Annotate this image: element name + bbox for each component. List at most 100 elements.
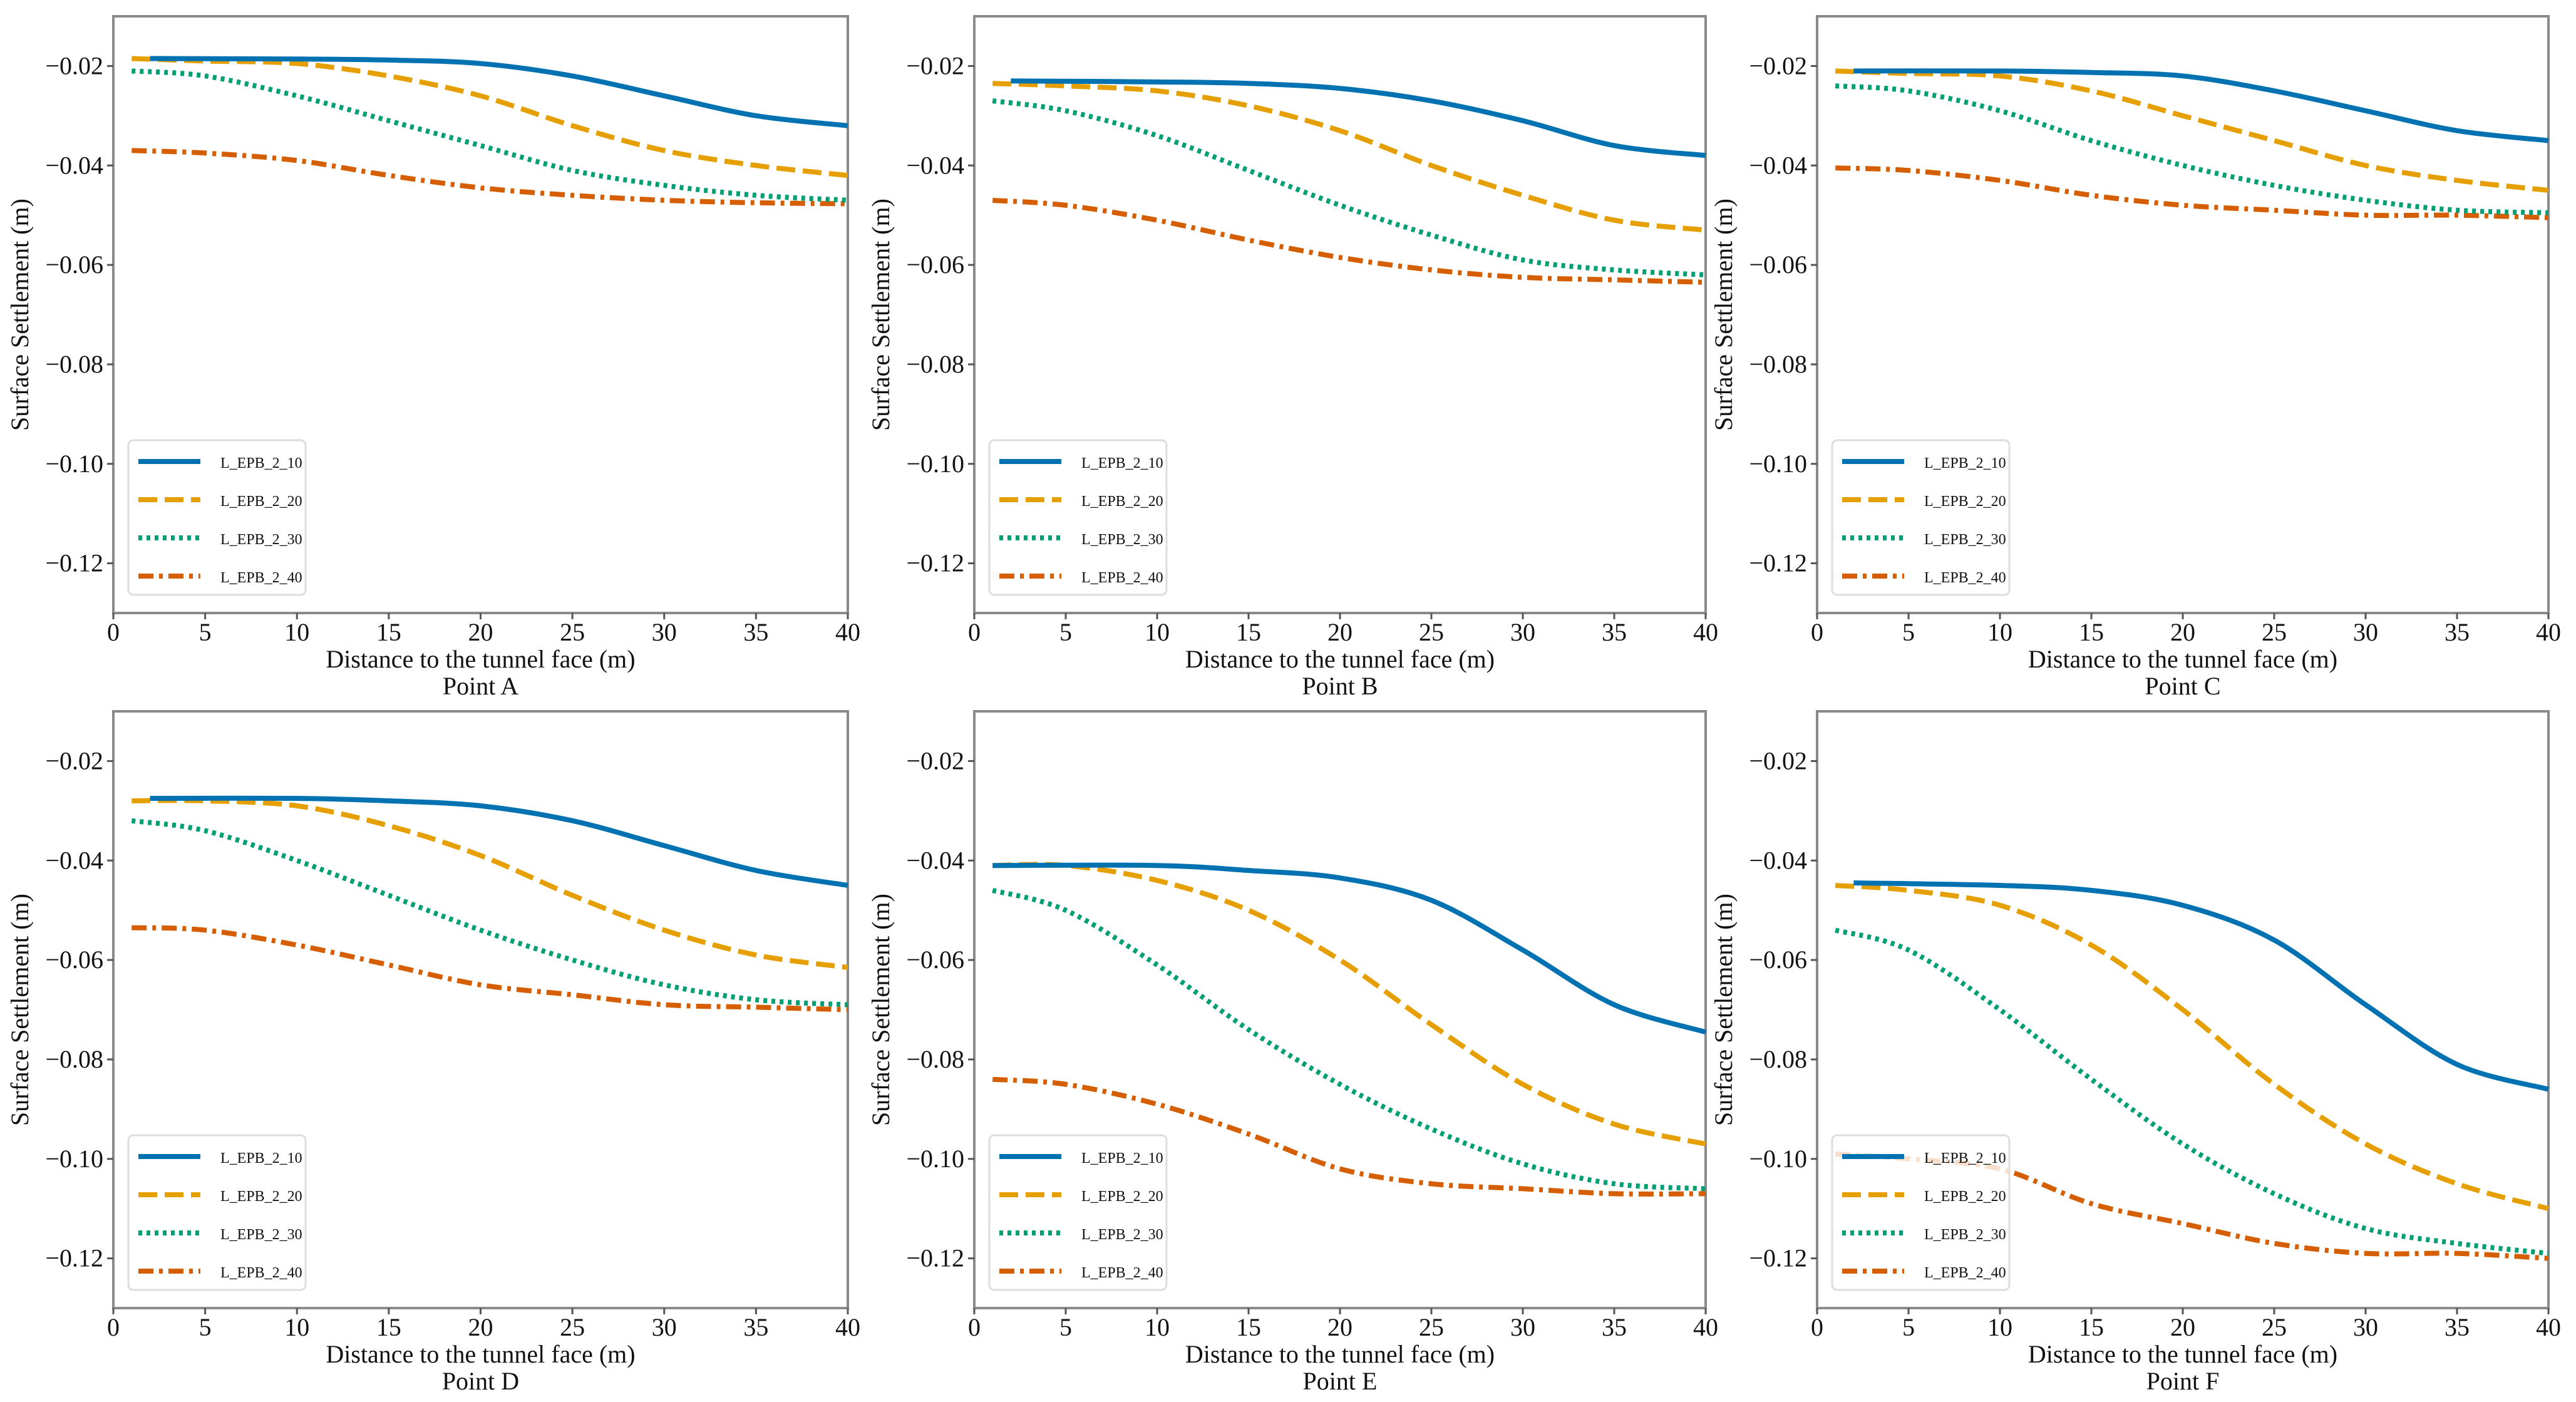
legend-label: L_EPB_2_10 <box>220 1150 302 1167</box>
y-axis-label: Surface Settlement (m) <box>1709 198 1738 431</box>
legend-label: L_EPB_2_10 <box>1924 455 2006 472</box>
legend-label: L_EPB_2_30 <box>1924 532 2006 548</box>
y-tick-label: −0.10 <box>45 450 103 478</box>
legend-label: L_EPB_2_30 <box>1081 1227 1163 1243</box>
panel-point-d: 0 5 10 15 20 25 30 35 40 −0.02 −0.04 −0.06 −0.08 −0.1… <box>6 710 860 1395</box>
y-tick-label: −0.06 <box>45 250 103 279</box>
y-tick-label: −0.02 <box>1749 746 1807 775</box>
panel-point-a: 0 5 10 15 20 25 30 35 40 −0.02 −0.04 −0.06 −0.08 −0.1… <box>6 15 860 700</box>
x-tick-label: 10 <box>284 1313 309 1341</box>
y-tick-label: −0.10 <box>906 450 964 478</box>
series-line-l-epb-2-40 <box>992 1076 1706 1197</box>
legend-label: L_EPB_2_30 <box>220 1227 302 1243</box>
x-tick-label: 5 <box>199 1313 212 1341</box>
y-tick-label: −0.04 <box>1749 151 1807 179</box>
y-axis-label: Surface Settlement (m) <box>1709 894 1738 1126</box>
legend: L_EPB_2_10 L_EPB_2_20 L_EPB_2_30 L_EPB_2_40 <box>988 1134 1168 1291</box>
series-line-l-epb-2-40 <box>131 925 848 1013</box>
series-line-l-epb-2-10 <box>1853 68 2549 143</box>
legend-box <box>127 439 307 596</box>
legend-label: L_EPB_2_30 <box>1081 532 1163 548</box>
legend-label: L_EPB_2_40 <box>1081 570 1163 586</box>
panel-point-c: 0 5 10 15 20 25 30 35 40 −0.02 −0.04 −0.06 −0.08 −0.1… <box>1709 15 2561 700</box>
legend-label: L_EPB_2_30 <box>1924 1227 2006 1243</box>
x-tick-label: 20 <box>2170 1313 2195 1341</box>
legend-label: L_EPB_2_20 <box>220 493 302 510</box>
x-tick-label: 40 <box>2536 618 2561 646</box>
x-tick-label: 35 <box>743 1313 768 1341</box>
y-tick-label: −0.04 <box>906 846 964 874</box>
y-tick-label: −0.06 <box>906 946 964 974</box>
x-tick-label: 35 <box>1602 1313 1627 1341</box>
legend-label: L_EPB_2_20 <box>1081 493 1163 510</box>
legend-label: L_EPB_2_20 <box>1924 1188 2006 1205</box>
x-tick-label: 0 <box>968 618 981 646</box>
x-tick-label: 30 <box>2353 618 2378 646</box>
y-tick-label: −0.10 <box>1749 1145 1807 1173</box>
x-tick-label: 0 <box>107 1313 120 1341</box>
x-tick-label: 15 <box>1236 1313 1261 1341</box>
x-axis-label: Distance to the tunnel face (m) <box>2028 645 2337 673</box>
legend-box <box>127 1134 307 1291</box>
x-tick-label: 15 <box>376 1313 401 1341</box>
y-tick-label: −0.06 <box>1749 250 1807 279</box>
series-line-l-epb-2-20 <box>992 862 1706 1147</box>
legend: L_EPB_2_10 L_EPB_2_20 L_EPB_2_30 L_EPB_2_40 <box>127 1134 307 1291</box>
x-axis-label: Distance to the tunnel face (m) <box>2028 1340 2337 1368</box>
y-axis-label: Surface Settlement (m) <box>867 198 895 431</box>
x-tick-label: 40 <box>2536 1313 2561 1341</box>
x-tick-label: 20 <box>468 618 493 646</box>
x-tick-label: 30 <box>652 1313 677 1341</box>
panel-title: Point B <box>1302 672 1378 700</box>
legend-label: L_EPB_2_20 <box>1081 1188 1163 1205</box>
x-tick-label: 0 <box>968 1313 981 1341</box>
y-tick-label: −0.12 <box>906 549 964 577</box>
x-tick-label: 25 <box>1419 1313 1444 1341</box>
x-tick-label: 25 <box>560 618 585 646</box>
y-tick-label: −0.04 <box>45 151 103 179</box>
legend-label: L_EPB_2_20 <box>1924 493 2006 510</box>
y-tick-label: −0.02 <box>906 51 964 80</box>
x-tick-label: 20 <box>1327 1313 1352 1341</box>
x-tick-label: 5 <box>1059 618 1072 646</box>
y-tick-label: −0.02 <box>1749 51 1807 80</box>
x-tick-label: 30 <box>1510 618 1535 646</box>
x-tick-label: 20 <box>468 1313 493 1341</box>
legend-label: L_EPB_2_40 <box>220 570 302 586</box>
x-axis-label: Distance to the tunnel face (m) <box>1185 645 1495 673</box>
y-tick-label: −0.08 <box>45 1045 103 1073</box>
series-line-l-epb-2-30 <box>992 98 1706 277</box>
x-tick-label: 5 <box>1902 618 1915 646</box>
x-tick-label: 30 <box>652 618 677 646</box>
y-tick-label: −0.02 <box>45 746 103 775</box>
x-tick-label: 0 <box>107 618 120 646</box>
x-tick-label: 5 <box>1902 1313 1915 1341</box>
y-tick-label: −0.12 <box>45 549 103 577</box>
legend: L_EPB_2_10 L_EPB_2_20 L_EPB_2_30 L_EPB_2_40 <box>1831 439 2011 596</box>
x-tick-label: 30 <box>1510 1313 1535 1341</box>
legend-box <box>1831 439 2011 596</box>
panel-point-e: 0 5 10 15 20 25 30 35 40 −0.02 −0.04 −0.06 −0.08 −0.1… <box>867 710 1718 1395</box>
x-tick-label: 40 <box>835 1313 860 1341</box>
legend-label: L_EPB_2_10 <box>1081 1150 1163 1167</box>
x-tick-label: 35 <box>743 618 768 646</box>
y-tick-label: −0.12 <box>1749 549 1807 577</box>
y-tick-label: −0.04 <box>45 846 103 874</box>
x-tick-label: 0 <box>1811 618 1823 646</box>
y-tick-label: −0.04 <box>906 151 964 179</box>
series-line-l-epb-2-40 <box>131 148 848 207</box>
y-tick-label: −0.12 <box>45 1244 103 1272</box>
series-line-l-epb-2-10 <box>150 56 848 128</box>
x-tick-label: 15 <box>1236 618 1261 646</box>
legend: L_EPB_2_10 L_EPB_2_20 L_EPB_2_30 L_EPB_2_40 <box>127 439 307 596</box>
y-tick-label: −0.06 <box>906 250 964 279</box>
x-tick-label: 10 <box>1145 618 1170 646</box>
y-axis-label: Surface Settlement (m) <box>867 894 895 1126</box>
legend-label: L_EPB_2_10 <box>1081 455 1163 472</box>
y-tick-label: −0.08 <box>1749 350 1807 378</box>
y-tick-label: −0.04 <box>1749 846 1807 874</box>
legend-label: L_EPB_2_40 <box>1924 570 2006 586</box>
x-tick-label: 0 <box>1811 1313 1823 1341</box>
x-tick-label: 35 <box>2445 618 2470 646</box>
panel-title: Point C <box>2145 672 2220 700</box>
